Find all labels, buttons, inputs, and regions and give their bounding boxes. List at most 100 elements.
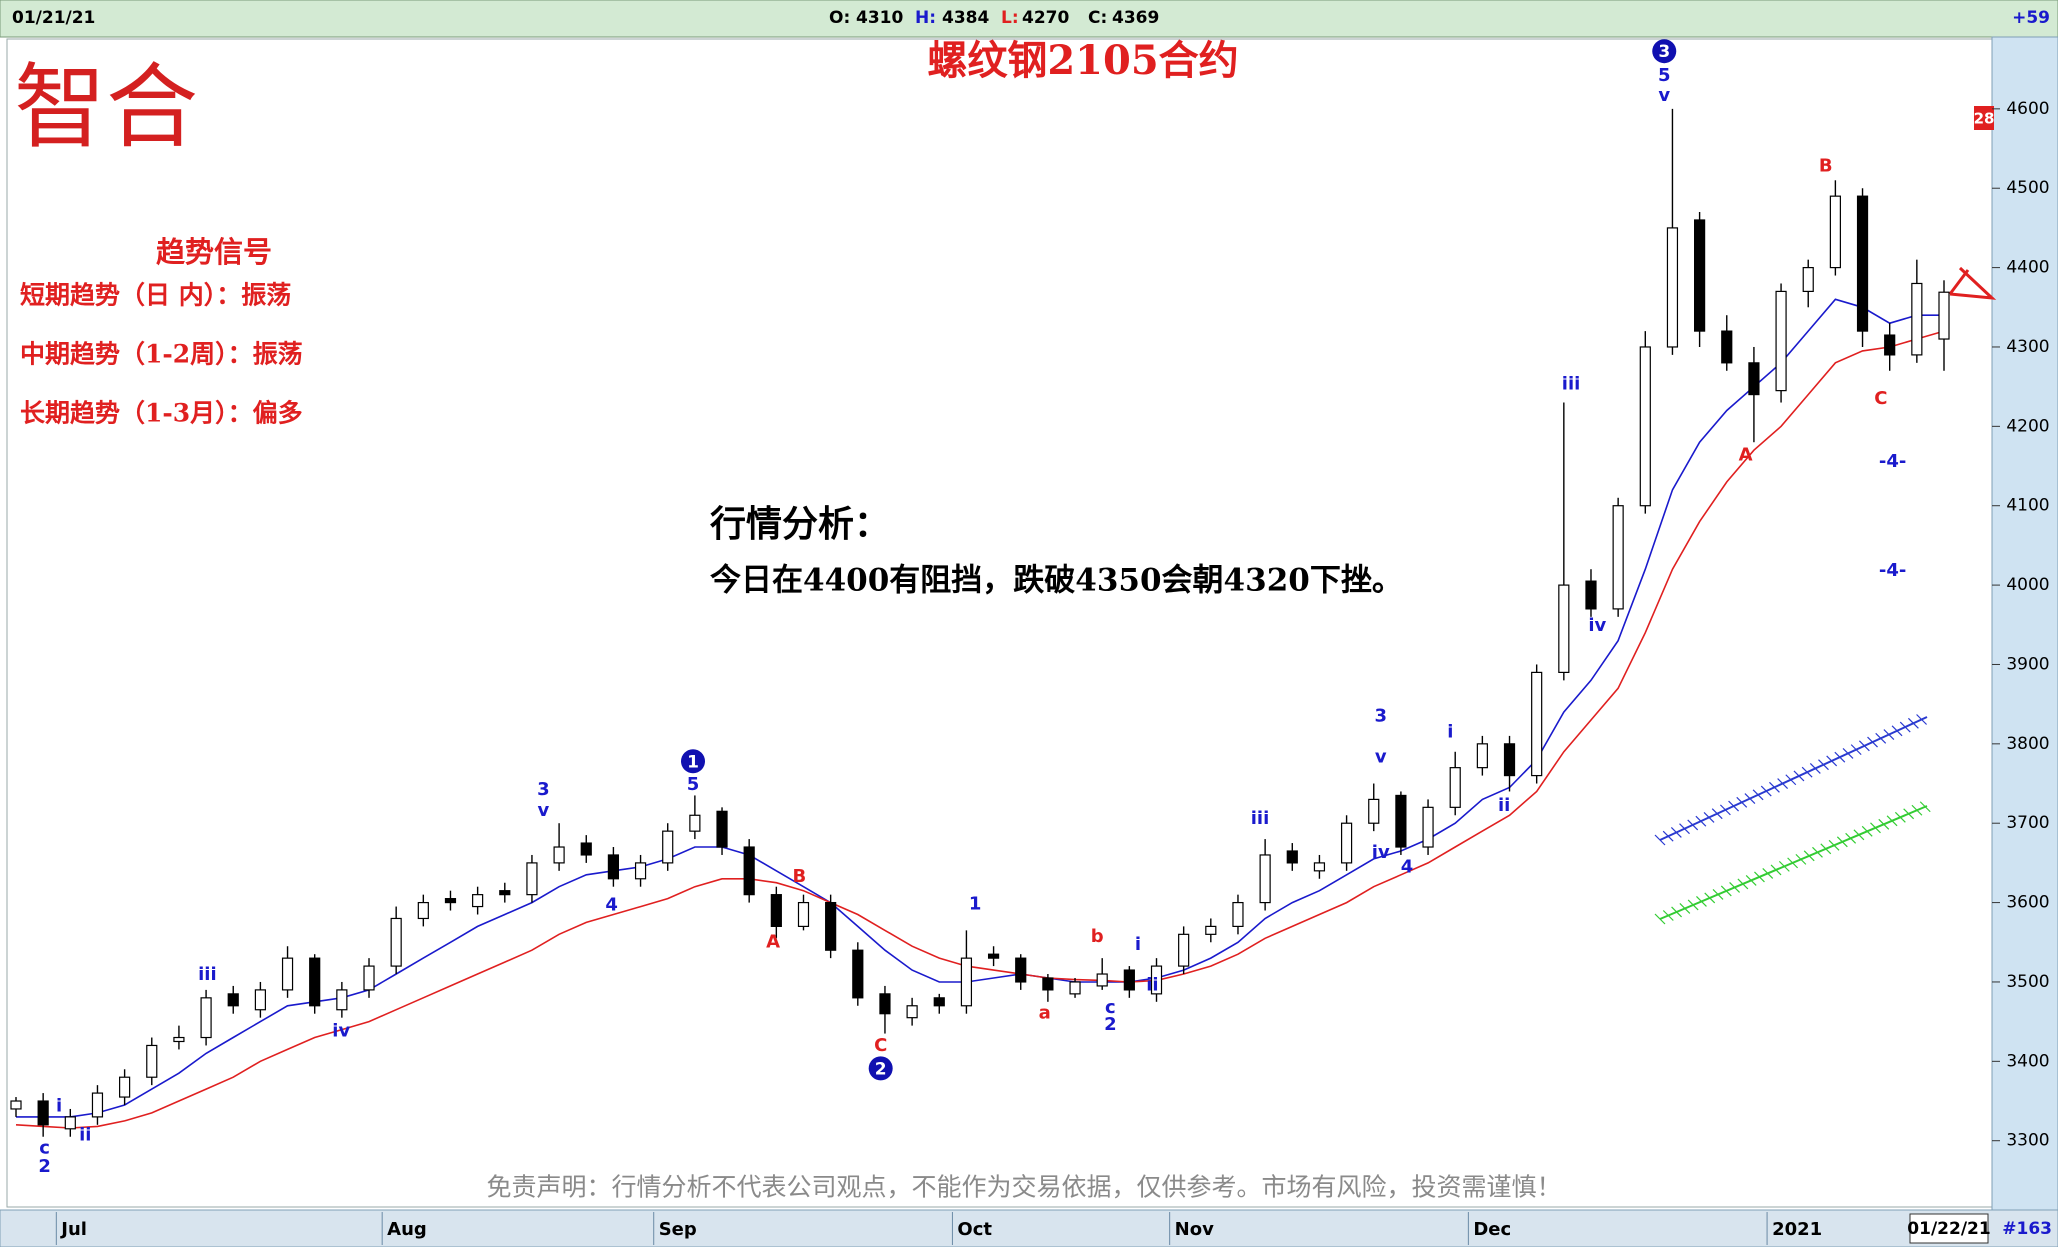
signal-line: 短期趋势（日 内）：振荡 (20, 281, 291, 310)
trend-hatch (1719, 804, 1731, 816)
ohlc-label: H: (915, 8, 936, 28)
candle-body (472, 894, 484, 908)
signal-line: 长期趋势（1-3月）：偏多 (20, 399, 303, 428)
y-tick-label: 3500 (2006, 972, 2049, 992)
candle-body (906, 1005, 918, 1019)
trend-hatch (1679, 903, 1691, 914)
wave-label: iv (1588, 615, 1606, 636)
candle-body (1042, 977, 1054, 991)
trend-hatch (1671, 906, 1683, 918)
chart-title: 螺纹钢2105合约 (927, 37, 1238, 84)
wave-label: v (538, 800, 550, 821)
trend-hatch (1899, 721, 1911, 733)
trend-hatch (1704, 892, 1716, 904)
wave-label: C (874, 1035, 887, 1056)
candle-body (390, 917, 402, 967)
candle-body (1938, 291, 1950, 340)
wave-label: 2 (1104, 1014, 1117, 1035)
trend-hatch (1875, 732, 1887, 744)
x-tick-label: Nov (1175, 1219, 1214, 1240)
wave-label: A (766, 931, 780, 952)
trend-hatch (1662, 830, 1674, 842)
trend-hatch (1818, 759, 1829, 771)
trend-hatch (1744, 793, 1756, 805)
y-tick-label: 3700 (2006, 813, 2049, 833)
candle-body (1232, 901, 1244, 927)
candle-body (417, 901, 429, 920)
candle-body (852, 949, 864, 999)
wave-label: -4- (1879, 560, 1906, 581)
y-tick-label: 4500 (2006, 178, 2049, 198)
wave-label: iii (198, 964, 217, 985)
wave-label: 1 (687, 752, 699, 772)
candle-body (1096, 973, 1108, 987)
candle-body (1802, 266, 1814, 293)
trend-hatch (1894, 811, 1906, 823)
candle-body (1748, 362, 1760, 396)
trend-hatch (1728, 800, 1739, 812)
plot: 3300 3400 3500 3600 3700 3800 3900 4000 4100 4200… (10, 39, 2050, 1245)
candle-body (1503, 743, 1516, 777)
trend-hatch (1858, 740, 1870, 752)
candle-body (227, 993, 239, 1007)
wave-label: ii (1498, 795, 1510, 816)
signals-title: 趋势信号 (156, 235, 272, 269)
candle-body (363, 965, 375, 991)
candle-body (933, 997, 945, 1007)
trend-hatch (1654, 913, 1666, 925)
candle-body (553, 846, 565, 864)
date-box (1909, 1213, 1989, 1244)
y-tick-label: 4300 (2006, 337, 2049, 357)
x-tick-label: 2021 (1772, 1219, 1822, 1240)
wave-label: 4 (605, 895, 618, 916)
ohlc-value: 4384 (942, 8, 989, 28)
candle-body (37, 1100, 49, 1126)
trend-hatch (1687, 899, 1699, 911)
candle-body (1150, 965, 1163, 995)
candle-body (200, 997, 212, 1039)
wave-label: C (1874, 388, 1887, 409)
wave-label: 2 (875, 1059, 887, 1079)
trend-hatch (1878, 818, 1890, 830)
candle-body (1286, 850, 1298, 864)
x-axis-bar (0, 1209, 2058, 1247)
y-tick-label: 3800 (2006, 734, 2049, 754)
trend-hatch (1777, 778, 1789, 789)
candle-body (634, 862, 647, 880)
wave-label: B (1819, 156, 1833, 177)
trend-hatch (1853, 829, 1865, 841)
ohlc-value: 4310 (856, 8, 903, 28)
candle-body (1612, 505, 1624, 610)
candle-body (1015, 957, 1027, 983)
trend-hatch (1850, 744, 1862, 756)
y-tick-label: 3300 (2006, 1131, 2049, 1151)
wave-circle (681, 749, 705, 774)
candle-body (91, 1092, 104, 1118)
arrow (1949, 266, 1997, 300)
plot-area (6, 38, 1993, 1208)
y-tick-label: 4600 (2006, 99, 2049, 119)
candle-body (1666, 227, 1679, 348)
wave-label: -4- (1879, 451, 1906, 472)
wave-circle (1652, 39, 1677, 64)
trend-hatch (1770, 864, 1782, 876)
trend-hatch (1828, 839, 1840, 851)
candle-body (1205, 925, 1217, 935)
wave-label: iii (1251, 808, 1270, 829)
trend-hatch (1729, 882, 1741, 893)
disclaimer: 免责声明：行情分析不代表公司观点，不能作为交易依据，仅供参考。市场有风险，投资需… (486, 1173, 1561, 1202)
trend-hatch (1679, 823, 1690, 835)
wave-label: iii (1562, 374, 1581, 395)
y-tick-label: 4000 (2006, 575, 2049, 595)
trend-hatch (1787, 857, 1799, 869)
candle-body (797, 901, 810, 927)
candle-body (1395, 794, 1407, 848)
candle-body (10, 1100, 22, 1110)
candle-body (960, 957, 973, 1007)
trend-hatch (1919, 801, 1931, 813)
candle-body (716, 810, 728, 848)
candle-body (1531, 671, 1543, 777)
moving-average (15, 330, 1945, 1129)
trend-hatch (1670, 827, 1682, 838)
marker-box (1974, 106, 1994, 130)
